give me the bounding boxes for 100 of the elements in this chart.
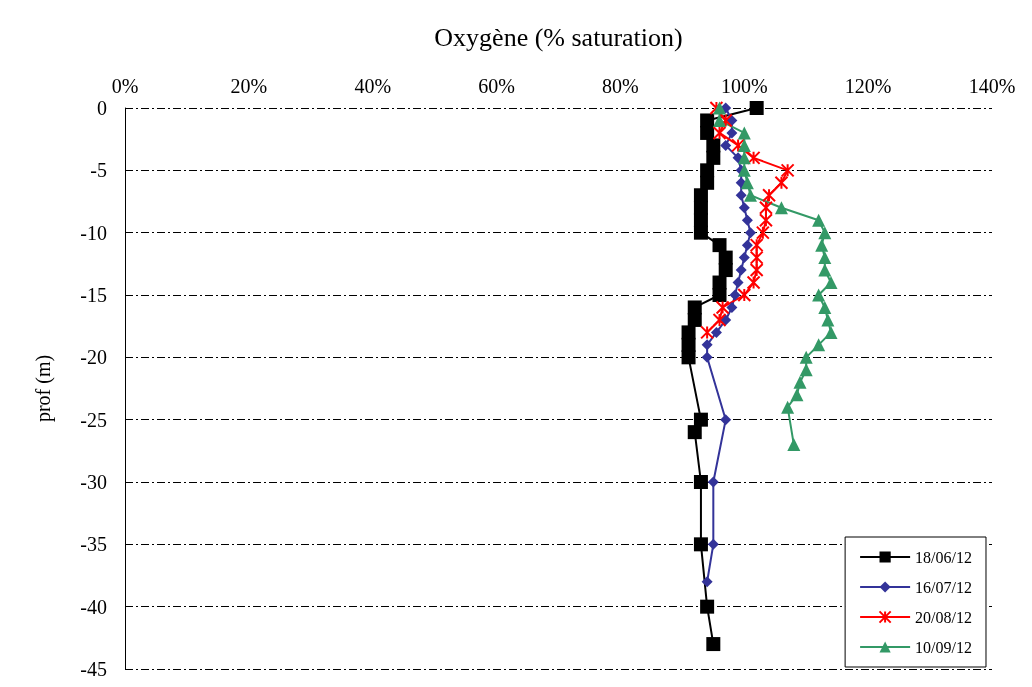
point [749,250,764,265]
point [737,151,751,165]
point [812,213,826,227]
point [818,226,832,240]
point [700,175,715,190]
y-tick-label: -5 [90,159,107,182]
point [793,375,807,389]
point [818,263,832,277]
point [693,213,708,228]
point [735,264,747,276]
point [700,125,715,140]
point [746,150,761,165]
point [737,163,751,177]
x-tick-label: 40% [354,75,392,97]
point [781,400,795,414]
point [815,238,829,252]
point [799,363,813,377]
y-tick-label: -10 [80,221,107,244]
x-tick-label: 0% [111,75,139,97]
legend-label: 10/09/12 [915,638,972,656]
y-tick-label: 0 [97,97,107,119]
point [700,163,715,178]
point [755,225,770,240]
point [738,202,750,214]
x-tick-label: 60% [478,75,515,97]
point [749,238,764,253]
point [706,150,721,165]
point [749,263,764,278]
point [743,188,757,202]
x-tick-label: 100% [720,75,768,97]
point [706,637,721,652]
point [693,412,708,427]
point [824,276,838,290]
point [732,277,744,289]
point [718,263,733,278]
point [821,313,835,327]
point [687,312,702,327]
point [700,325,715,340]
point [726,301,738,313]
point [687,300,702,315]
point [758,213,773,228]
point [693,225,708,240]
point [681,350,696,365]
point [713,101,727,115]
point [693,188,708,203]
point [687,425,702,440]
point [818,251,832,265]
point [701,339,713,351]
point [749,101,764,115]
point [741,239,753,251]
point [799,350,813,364]
point [737,138,751,152]
point [774,201,788,215]
point [713,113,727,127]
point [693,475,708,489]
x-tick-label: 80% [602,75,639,97]
point [707,538,719,550]
point [710,326,722,338]
point [731,138,746,153]
point [790,388,804,402]
y-tick-label: -40 [80,595,107,618]
point [744,227,756,239]
point [818,300,832,314]
point [787,438,801,452]
point [706,138,721,153]
x-tick-label: 20% [230,75,268,97]
y-tick-label: -30 [80,471,107,493]
point [700,113,715,128]
point [720,414,732,426]
y-tick-label: -20 [80,346,107,369]
point [712,125,727,140]
point [715,300,730,315]
point [681,325,696,340]
point [712,238,727,253]
y-axis-title: prof (m) [32,354,55,423]
point [720,139,732,151]
point [729,289,741,301]
point [735,189,747,201]
point [741,214,753,226]
point [812,288,826,302]
point [738,252,750,264]
x-axis-title: Oxygène (% saturation) [434,22,683,52]
point [693,537,708,552]
point [824,325,838,339]
point [707,476,719,488]
y-tick-label: -25 [80,408,107,431]
point [746,275,761,290]
point [701,351,713,363]
point [726,127,738,139]
x-tick-label: 120% [844,75,892,97]
x-tick-label: 140% [968,75,1016,97]
point [740,176,754,190]
point [712,288,727,302]
point [774,175,789,190]
legend-label: 20/08/12 [915,608,972,626]
legend-label: 18/06/12 [915,548,972,566]
y-tick-label: -35 [80,533,107,556]
point [737,126,751,140]
y-tick-label: -45 [80,658,107,680]
point [701,576,713,588]
